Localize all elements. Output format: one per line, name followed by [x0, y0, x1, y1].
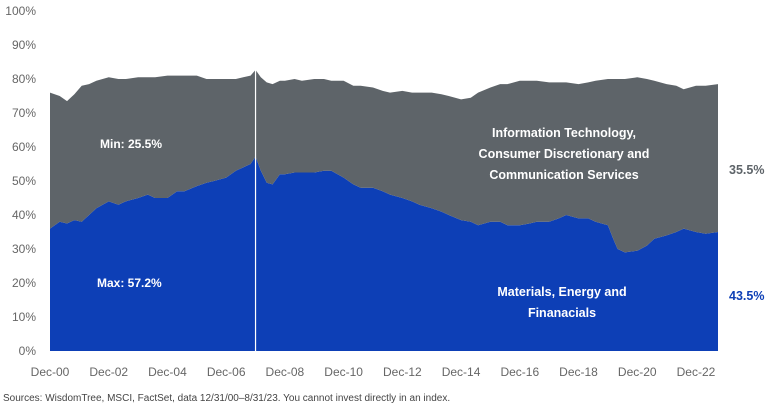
bottom-series-label-line-2: Finanacials [528, 306, 596, 320]
y-tick-label: 40% [12, 208, 36, 222]
x-tick-label: Dec-10 [324, 365, 363, 379]
source-note: Sources: WisdomTree, MSCI, FactSet, data… [3, 393, 451, 404]
x-tick-label: Dec-22 [677, 365, 716, 379]
x-tick-label: Dec-20 [618, 365, 657, 379]
top-series-label-line-3: Communication Services [489, 168, 638, 182]
x-tick-label: Dec-16 [500, 365, 539, 379]
y-tick-label: 0% [19, 344, 37, 358]
y-tick-label: 80% [12, 72, 36, 86]
top-series-label-line-1: Information Technology, [492, 126, 636, 140]
y-tick-label: 100% [5, 4, 36, 18]
x-tick-label: Dec-00 [31, 365, 70, 379]
bottom-series-label: Materials, Energy and Finanacials [497, 285, 626, 320]
y-axis: 0% 10% 20% 30% 40% 50% 60% 70% 80% 90% 100% [5, 4, 36, 358]
x-tick-label: Dec-18 [559, 365, 598, 379]
stacked-area-chart: 0% 10% 20% 30% 40% 50% 60% 70% 80% 90% 100% Dec-00… [5, 4, 764, 379]
area-layers [50, 69, 718, 351]
top-series-label: Information Technology, Consumer Discret… [479, 126, 650, 182]
y-tick-label: 30% [12, 242, 36, 256]
x-tick-label: Dec-14 [442, 365, 481, 379]
area-tech-discretionary-communication [50, 69, 718, 253]
x-tick-label: Dec-08 [266, 365, 305, 379]
top-series-label-line-2: Consumer Discretionary and [479, 147, 650, 161]
x-tick-label: Dec-02 [89, 365, 128, 379]
min-annotation: Min: 25.5% [100, 137, 162, 151]
y-tick-label: 20% [12, 276, 36, 290]
x-tick-label: Dec-04 [148, 365, 187, 379]
y-tick-label: 70% [12, 106, 36, 120]
x-tick-label: Dec-12 [383, 365, 422, 379]
max-annotation: Max: 57.2% [97, 276, 162, 290]
top-series-end-value: 35.5% [729, 163, 764, 177]
y-tick-label: 10% [12, 310, 36, 324]
bottom-series-end-value: 43.5% [729, 289, 764, 303]
area-materials-energy-financials [50, 156, 718, 351]
y-tick-label: 50% [12, 174, 36, 188]
x-axis: Dec-00 Dec-02 Dec-04 Dec-06 Dec-08 Dec-10 Dec-… [31, 365, 716, 379]
y-tick-label: 60% [12, 140, 36, 154]
x-tick-label: Dec-06 [207, 365, 246, 379]
y-tick-label: 90% [12, 38, 36, 52]
bottom-series-label-line-1: Materials, Energy and [497, 285, 626, 299]
